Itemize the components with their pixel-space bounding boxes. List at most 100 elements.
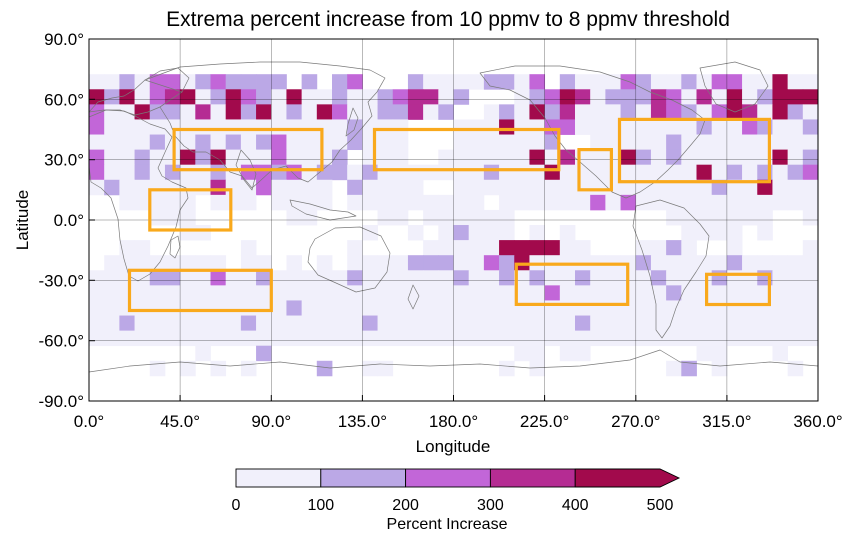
heatmap-cell [742,285,758,301]
heatmap-cell [210,285,227,301]
heatmap-cell [802,194,819,211]
heatmap-cell [134,315,151,332]
heatmap-cell [195,300,211,316]
heatmap-cell [666,209,682,226]
heatmap-cell [559,330,576,347]
heatmap-cell [392,255,409,271]
heatmap-cell [164,74,181,90]
heatmap-cell [802,240,819,256]
heatmap-cell [590,104,606,120]
heatmap-cell [696,225,713,241]
heatmap-cell [392,164,409,181]
heatmap-cell [453,149,470,166]
heatmap-cell [225,179,242,196]
coastline-india [235,149,257,191]
heatmap-cell [301,270,318,286]
heatmap-cell [696,149,713,166]
heatmap-cell [134,119,151,135]
heatmap-cell [256,179,272,196]
heatmap-cell [225,315,242,332]
x-tick-label: 180.0° [429,412,478,431]
heatmap-cell [423,104,439,120]
heatmap-cell [802,74,819,90]
heatmap-cell [757,330,773,347]
heatmap-cell [696,285,713,301]
heatmap-cell [772,255,789,271]
heatmap-cell [164,330,181,347]
heatmap-cell [332,119,348,135]
heatmap-cell [301,134,318,151]
heatmap-cell [590,330,606,347]
heatmap-cell [195,134,211,151]
heatmap-cell [514,315,530,332]
heatmap-cell [742,74,758,90]
heatmap-cell [711,209,728,226]
heatmap-cell [772,315,789,332]
heatmap-cell [119,164,135,181]
heatmap-cell [575,270,591,286]
heatmap-cell [423,270,439,286]
heatmap-cell [802,149,819,166]
highlight-box [617,117,771,184]
heatmap-cell [529,74,546,90]
heatmap-cell [666,315,682,332]
heatmap-cell [787,315,804,332]
heatmap-cell [392,89,409,105]
y-tick-label: -30.0° [38,271,84,290]
heatmap-cell [757,104,773,120]
heatmap-cell [590,149,606,166]
heatmap-cell [180,119,196,135]
heatmap-cell [681,179,697,196]
heatmap-cell [499,119,515,135]
heatmap-cell [711,300,728,316]
heatmap-cell [605,285,621,301]
heatmap-cell [164,104,181,120]
heatmap-cell [635,270,652,286]
heatmap-cell [605,270,621,286]
heatmap-cell [620,179,637,196]
heatmap-cell [149,194,166,211]
heatmap-cell [347,89,363,105]
heatmap-cell [529,119,546,135]
x-tick-label: 360.0° [793,412,842,431]
heatmap-cell [650,300,667,316]
heatmap-cell [711,330,728,347]
heatmap-cell [772,330,789,347]
heatmap-cell [423,209,439,226]
heatmap-cell [149,360,166,377]
heatmap-cell [544,315,561,332]
heatmap-cell [210,360,227,377]
heatmap-cell [544,240,561,256]
heatmap-cell [742,315,758,332]
heatmap-cell [544,134,561,151]
heatmap-cell [787,285,804,301]
heatmap-cell [286,300,303,316]
heatmap-cell [164,315,181,332]
heatmap-cell [635,119,652,135]
heatmap-cell [711,285,728,301]
heatmap-cell [271,315,287,332]
y-tick-label: -60.0° [38,332,84,351]
highlight-boxes [127,117,771,313]
heatmap-cell [529,315,546,332]
heatmap-cell [301,104,318,120]
heatmap-cell [483,330,500,347]
heatmap-cell [104,104,120,120]
heatmap-cell [590,194,606,211]
heatmap-cell [164,194,181,211]
heatmap-cell [514,164,530,181]
heatmap-cell [605,119,621,135]
heatmap-cell [134,300,151,316]
heatmap-cell [468,134,485,151]
heatmap-cell [180,104,196,120]
heatmap-cell [757,209,773,226]
heatmap-cell [666,285,682,301]
heatmap-cell [256,89,272,105]
heatmap-cell [377,315,394,332]
heatmap-cell [180,225,196,241]
heatmap-cell [407,255,424,271]
heatmap-cell [575,89,591,105]
heatmap-cell [787,300,804,316]
heatmap-cell [377,360,394,377]
heatmap-cell [134,164,151,181]
